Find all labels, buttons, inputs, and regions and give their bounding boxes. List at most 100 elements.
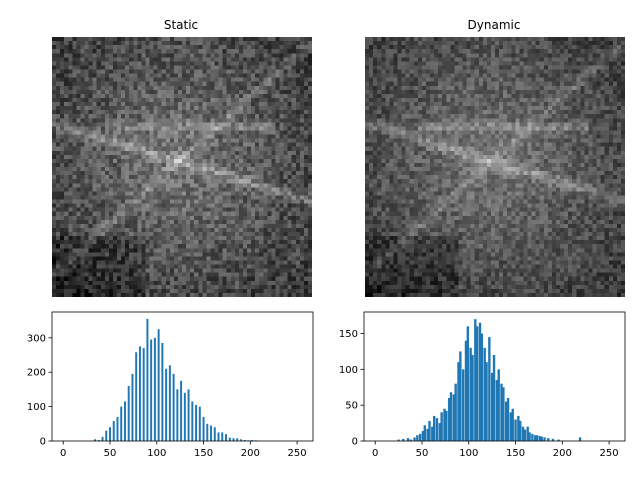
histogram-bar [168,365,171,441]
histogram-bar [418,433,422,441]
dynamic-image [365,37,625,297]
x-tick-label: 150 [506,448,525,459]
histogram-bar [251,439,254,441]
histogram-bar [438,423,441,441]
histogram-bar [466,326,470,441]
histogram-bar [557,439,560,441]
y-tick-label: 150 [339,329,358,340]
histogram-bar [543,437,546,441]
histogram-bar [538,435,542,441]
pattern-pixels [365,37,625,297]
histogram-bar [153,337,156,441]
histogram-bar [578,437,582,441]
x-tick-label: 50 [416,448,429,459]
histogram-bar [206,423,209,441]
histogram-bar [485,362,488,441]
histogram-bar [535,435,539,441]
histogram-bar [423,425,426,441]
x-tick-label: 250 [600,448,619,459]
histogram-bar [217,432,220,441]
histogram-bar [243,439,246,441]
histogram-bar [523,429,527,441]
histogram-bar [232,438,235,441]
histogram-bar [150,339,153,441]
histogram-bar [502,387,505,441]
histogram-bar [191,401,194,441]
histogram-bar [413,437,416,441]
histogram-bar [528,432,531,441]
histogram-bar [551,438,555,441]
histogram-bar [180,380,183,441]
histogram-bar [483,347,486,441]
histogram-bar [443,408,446,441]
static-image [52,37,312,297]
histogram-bar [221,432,224,441]
x-tick-label: 50 [104,448,117,459]
histogram-bar [459,351,462,441]
histogram-bar [402,438,405,441]
histogram-bar [476,326,479,441]
histogram-bar [123,401,126,441]
histogram-bar [101,436,104,441]
histogram-bar [506,398,510,441]
x-tick-label: 200 [553,448,572,459]
histogram-bar [435,418,439,441]
histogram-bar [469,347,472,441]
histogram-bar [511,408,514,441]
histogram-bar [109,427,111,441]
histogram-bar [120,406,123,441]
histogram-bar [519,420,522,441]
y-tick-label: 50 [345,401,358,412]
histogram-bar [449,392,453,441]
x-tick-label: 100 [459,448,478,459]
dynamic-histogram: 0 50 100 150 200 250 0 50 100 150 [339,311,626,459]
histogram-bar [534,435,537,441]
histogram-bar [480,333,484,441]
histogram-bar [509,412,513,441]
histogram-bar [488,337,491,441]
histogram-bar [94,439,97,441]
histogram-bar [187,389,190,441]
y-tick-label: 200 [27,368,46,379]
histogram-bar [195,404,198,441]
histogram-bar [500,383,503,441]
histogram-bar [517,415,520,441]
histogram-bar [457,362,460,441]
histogram-bar [495,380,499,441]
histogram-bar [428,420,431,441]
histogram-bar [514,419,517,441]
histogram-bar [547,438,550,441]
histogram-bar [236,438,239,441]
histogram-bar [239,439,242,441]
y-tick-label: 300 [27,333,46,344]
pattern-pixels [52,37,312,297]
histogram-bar [521,426,525,441]
histogram-bar [165,368,168,441]
histogram-bar [440,412,443,441]
static-histogram: 0 50 100 150 200 250 0 100 200 300 [27,311,314,459]
axes-frame [363,311,626,442]
histogram-bar [452,394,455,441]
static-title: Static [164,18,198,32]
histogram-bar [531,433,534,441]
histogram-bar [225,434,227,441]
histogram-bar [105,430,108,441]
x-tick-label: 0 [372,448,378,459]
histogram-bar [492,355,496,441]
histogram-bar [431,426,434,441]
histogram-bar [421,430,425,441]
histogram-bar [426,428,429,441]
histogram-bar [116,416,119,441]
y-tick-label: 0 [352,437,358,448]
histogram-bar [135,352,138,441]
histogram-bar [146,318,149,441]
histogram-bar [131,373,134,441]
y-tick-label: 100 [27,402,46,413]
histogram-bar [454,383,457,441]
histogram-bar [505,401,508,441]
histogram-bar [490,372,494,441]
histogram-bar [172,373,175,441]
histogram-bar [210,425,213,441]
y-tick-label: 0 [40,437,46,448]
histogram-bar [112,421,115,441]
